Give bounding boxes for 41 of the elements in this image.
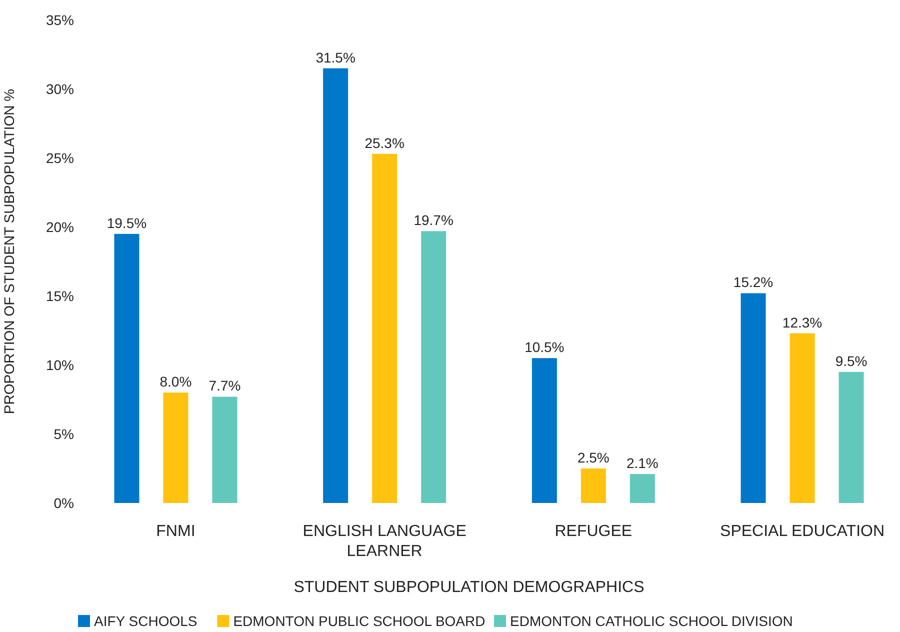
bar: [372, 154, 398, 503]
bar: [163, 392, 188, 503]
bar: [580, 468, 606, 503]
x-tick-label: ENGLISH LANGUAGE LEARNER: [302, 523, 466, 560]
data-label: 7.7%: [208, 378, 241, 394]
data-label: 2.5%: [577, 450, 610, 466]
y-tick-label: 35%: [46, 12, 74, 28]
bar: [323, 68, 348, 503]
y-tick-label: 0%: [54, 495, 74, 511]
x-tick-label: FNMI: [156, 523, 196, 540]
x-tick-label: REFUGEE: [554, 523, 632, 540]
data-label: 8.0%: [160, 374, 192, 390]
y-tick-label: 15%: [46, 288, 74, 304]
y-tick-label: 5%: [54, 426, 74, 442]
data-label: 12.3%: [782, 314, 822, 330]
bar: [114, 234, 140, 503]
bar: [421, 231, 446, 503]
data-label: 9.5%: [835, 352, 868, 369]
data-label: 25.3%: [364, 134, 404, 151]
y-tick-label: 25%: [46, 150, 74, 166]
data-label: 15.2%: [733, 274, 774, 290]
bar: [740, 293, 766, 503]
data-label: 31.5%: [316, 49, 356, 66]
y-axis-title: PROPORTION OF STUDENT SUBPOPULATION %: [1, 88, 17, 414]
y-tick-label: 30%: [46, 81, 74, 97]
legend-label: AIFY SCHOOLS: [94, 613, 198, 629]
data-label: 2.1%: [626, 455, 658, 472]
bar: [790, 333, 815, 503]
data-label: 10.5%: [524, 339, 564, 356]
legend-label: EDMONTON PUBLIC SCHOOL BOARD: [233, 613, 486, 629]
bar: [532, 358, 557, 503]
data-label: 19.7%: [414, 212, 454, 228]
data-label: 19.5%: [106, 214, 147, 231]
bar: [838, 372, 864, 503]
legend-label: EDMONTON CATHOLIC SCHOOL DIVISION: [510, 613, 793, 629]
bar: [630, 474, 655, 503]
y-tick-label: 20%: [46, 219, 74, 235]
bar: [212, 396, 238, 503]
x-tick-label: SPECIAL EDUCATION: [720, 523, 885, 540]
x-axis-title: STUDENT SUBPOPULATION DEMOGRAPHICS: [294, 579, 644, 596]
y-tick-label: 10%: [46, 357, 74, 373]
